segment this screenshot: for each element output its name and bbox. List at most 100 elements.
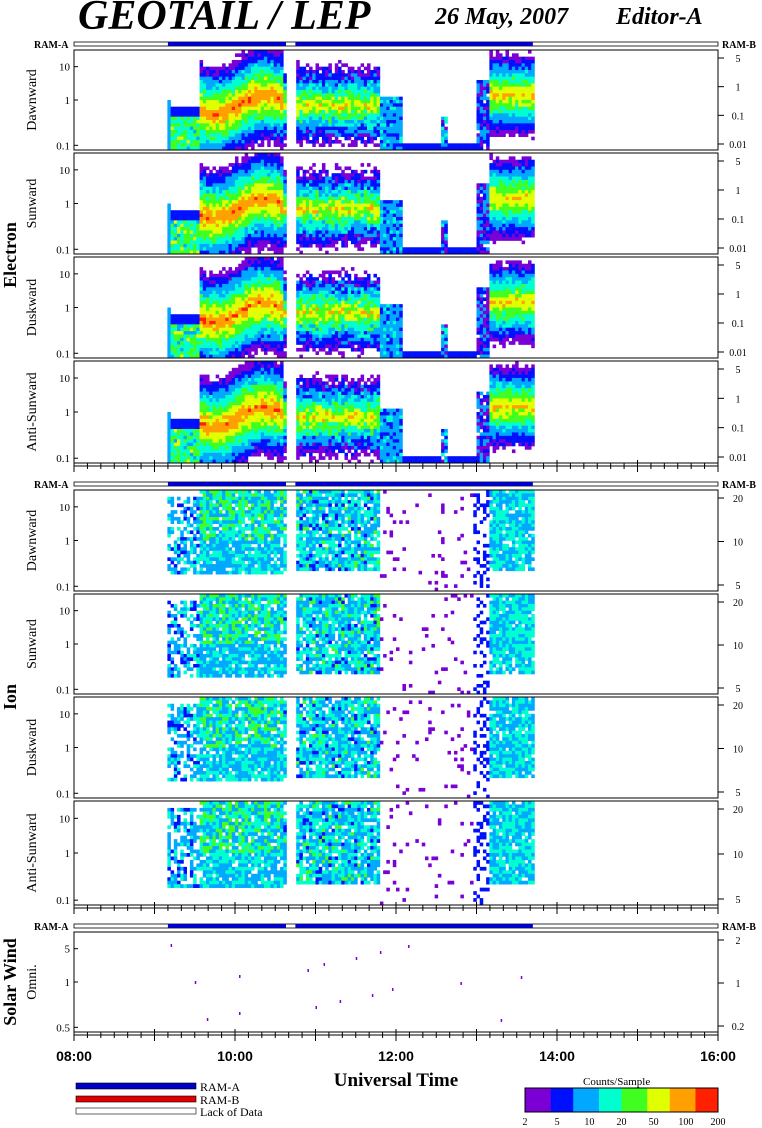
spectrogram-cell (360, 206, 365, 211)
spectrogram-cell (505, 190, 509, 194)
spectrogram-cell (267, 203, 271, 208)
spectrogram-cell (251, 287, 255, 291)
spectrogram-cell (515, 120, 519, 124)
spectrogram-cell (199, 143, 204, 147)
spectrogram-cell (482, 106, 487, 111)
spectrogram-cell (344, 200, 348, 204)
spectrogram-cell (273, 233, 278, 238)
spectrogram-cell (476, 240, 481, 245)
spectrogram-cell (238, 283, 242, 288)
spectrogram-cell (331, 100, 336, 104)
spectrogram-cell (276, 337, 281, 342)
spectrogram-cell (321, 176, 326, 181)
spectrogram-cell (318, 190, 323, 194)
spectrogram-cell (502, 163, 506, 167)
spectrogram-cell (399, 146, 403, 151)
spectrogram-cell (183, 130, 187, 134)
spectrogram-cell (315, 73, 320, 77)
spectrogram-cell (318, 213, 323, 218)
spectrogram-cell (273, 304, 278, 308)
spectrogram-cell (305, 183, 310, 187)
spectrogram-cell (505, 186, 509, 191)
spectrogram-cell (441, 240, 445, 245)
spectrogram-cell (206, 230, 210, 235)
spectrogram-cell (344, 203, 348, 208)
spectrogram-cell (193, 344, 197, 349)
spectrogram-cell (518, 100, 522, 104)
spectrogram-cell (386, 113, 390, 117)
spectrogram-cell (499, 216, 503, 221)
spectrogram-cell (315, 130, 320, 134)
spectrogram-cell (180, 210, 184, 214)
spectrogram-cell (508, 130, 513, 134)
spectrogram-cell (499, 133, 503, 137)
spectrogram-cell (206, 334, 210, 339)
spectrogram-cell (228, 93, 233, 97)
spectrogram-cell (257, 96, 262, 101)
spectrogram-cell (367, 183, 371, 187)
spectrogram-cell (276, 227, 281, 231)
spectrogram-cell (270, 280, 274, 285)
spectrogram-cell (363, 86, 368, 91)
spectrogram-cell (499, 196, 503, 201)
spectrogram-cell (170, 116, 175, 121)
spectrogram-cell (492, 96, 497, 101)
spectrogram-cell (508, 196, 513, 201)
spectrogram-cell (241, 294, 245, 298)
spectrogram-cell (180, 243, 184, 248)
spectrogram-cell (518, 76, 522, 81)
spectrogram-cell (347, 90, 352, 94)
spectrogram-cell (347, 183, 352, 187)
spectrogram-cell (270, 341, 274, 345)
spectrogram-cell (421, 250, 426, 255)
spectrogram-cell (508, 230, 513, 235)
spectrogram-cell (515, 233, 519, 238)
spectrogram-cell (254, 113, 258, 117)
spectrogram-cell (499, 93, 503, 97)
spectrogram-cell (244, 341, 249, 345)
spectrogram-cell (396, 126, 400, 131)
spectrogram-cell (241, 247, 245, 251)
spectrogram-cell (482, 113, 487, 117)
spectrogram-cell (360, 220, 365, 224)
spectrogram-cell (235, 140, 239, 144)
spectrogram-cell (334, 103, 339, 107)
spectrogram-cell (276, 247, 281, 251)
spectrogram-cell (267, 223, 271, 228)
spectrogram-cell (254, 163, 258, 167)
spectrogram-cell (515, 53, 519, 57)
spectrogram-cell (244, 320, 249, 325)
spectrogram-cell (270, 317, 274, 322)
spectrogram-cell (344, 176, 348, 181)
spectrogram-cell (505, 60, 509, 64)
spectrogram-cell (383, 220, 387, 224)
spectrogram-cell (315, 176, 320, 181)
spectrogram-cell (241, 80, 245, 84)
spectrogram-cell (376, 230, 381, 235)
spectrogram-cell (257, 176, 262, 181)
spectrogram-cell (267, 133, 271, 137)
spectrogram-cell (231, 143, 236, 147)
spectrogram-cell (360, 233, 365, 238)
spectrogram-cell (376, 66, 381, 71)
spectrogram-cell (370, 110, 374, 114)
spectrogram-cell (350, 70, 355, 74)
spectrogram-cell (202, 227, 207, 231)
spectrogram-cell (263, 341, 268, 345)
spectrogram-cell (212, 307, 216, 312)
spectrogram-cell (334, 76, 339, 81)
spectrogram-cell (193, 120, 197, 124)
spectrogram-cell (235, 200, 239, 204)
spectrogram-cell (296, 200, 300, 204)
spectrogram-cell (228, 80, 233, 84)
spectrogram-cell (280, 324, 284, 328)
spectrogram-cell (280, 193, 284, 198)
spectrogram-cell (206, 287, 210, 291)
spectrogram-cell (228, 297, 233, 302)
spectrogram-cell (357, 133, 361, 137)
spectrogram-cell (460, 143, 464, 147)
spectrogram-cell (273, 250, 278, 255)
spectrogram-cell (199, 294, 204, 298)
spectrogram-cell (502, 70, 506, 74)
spectrogram-cell (495, 103, 500, 107)
